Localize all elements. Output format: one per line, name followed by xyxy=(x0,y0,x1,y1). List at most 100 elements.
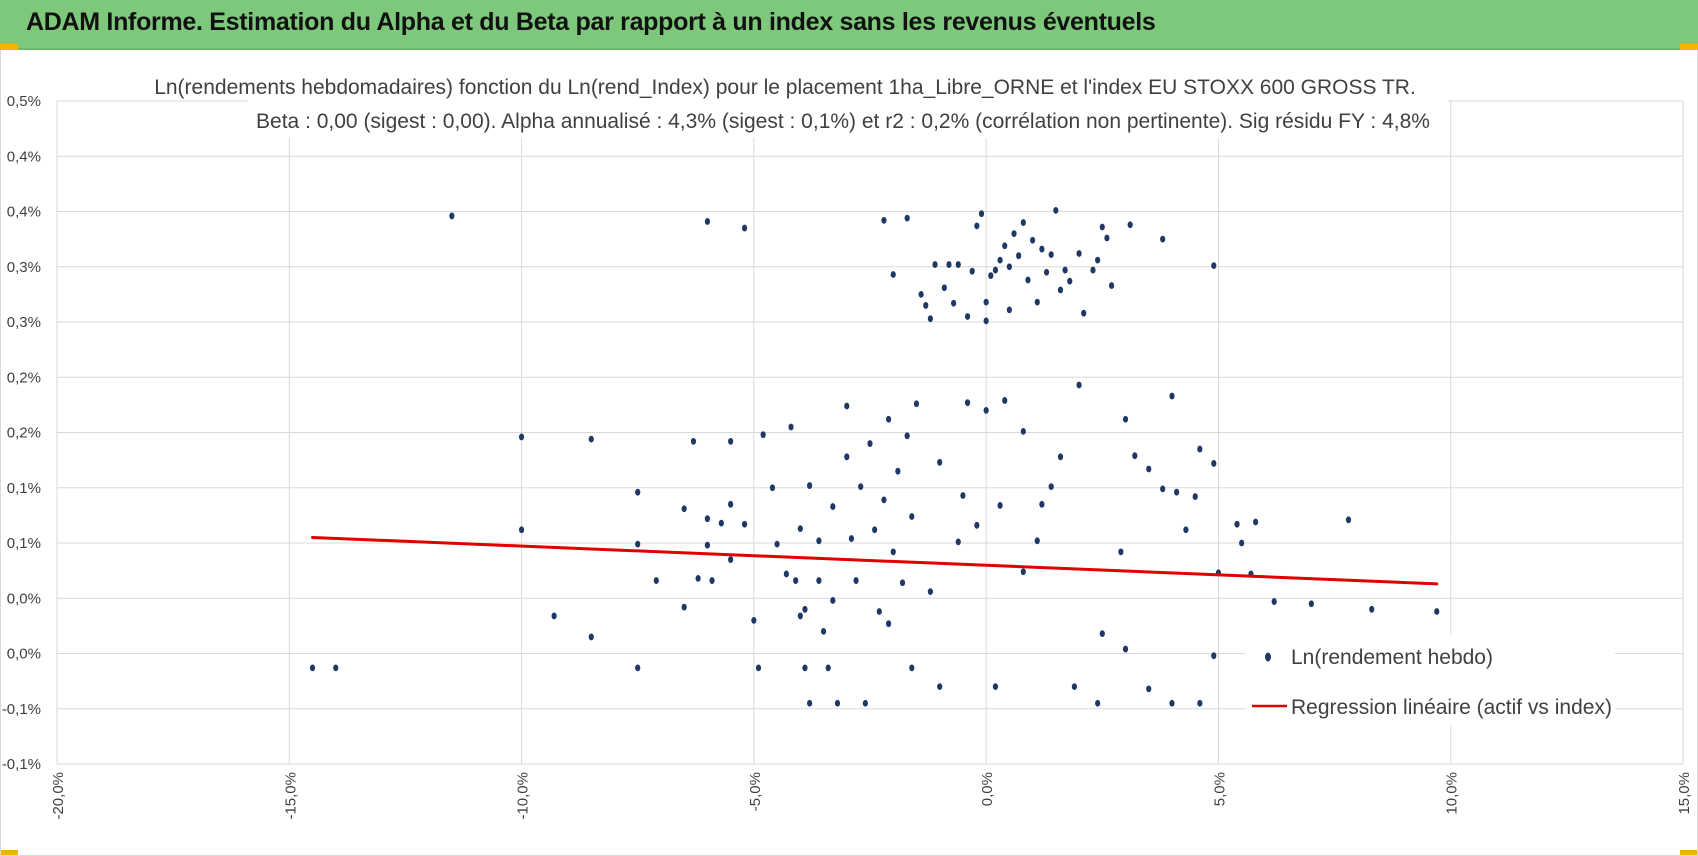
data-point xyxy=(816,577,822,584)
data-point xyxy=(978,210,985,218)
data-point xyxy=(1122,415,1129,423)
data-point xyxy=(918,290,924,298)
data-point xyxy=(1146,685,1152,693)
data-point xyxy=(635,540,641,548)
data-point xyxy=(588,633,594,641)
data-point xyxy=(681,603,687,611)
corner-marker xyxy=(1680,44,1698,50)
data-point xyxy=(551,612,557,620)
data-point xyxy=(681,505,687,513)
data-point xyxy=(1252,518,1259,526)
corner-marker xyxy=(0,44,18,50)
data-point xyxy=(848,535,855,542)
data-point xyxy=(904,432,910,440)
data-point xyxy=(1020,568,1026,576)
data-point xyxy=(709,577,715,584)
data-point xyxy=(1048,483,1054,491)
data-point xyxy=(1127,221,1133,229)
data-point xyxy=(1081,309,1087,317)
x-tick-label: 10,0% xyxy=(1444,772,1461,815)
data-point xyxy=(1146,465,1152,473)
data-point xyxy=(1197,445,1203,453)
data-point xyxy=(895,467,901,475)
data-point xyxy=(909,664,915,672)
data-point xyxy=(885,620,892,628)
data-point xyxy=(755,664,762,672)
data-point xyxy=(1104,234,1110,242)
data-point xyxy=(820,628,827,635)
data-point xyxy=(946,261,952,268)
data-point xyxy=(997,502,1003,509)
data-point xyxy=(1076,381,1082,389)
data-point xyxy=(1118,548,1124,556)
data-point xyxy=(1169,699,1175,707)
legend: Ln(rendement hebdo) Regression linéaire … xyxy=(1245,635,1615,725)
data-point xyxy=(802,605,808,613)
data-point xyxy=(955,261,961,268)
data-point xyxy=(1160,485,1166,493)
y-tick-label: 0,1% xyxy=(7,535,41,552)
data-point xyxy=(923,302,929,309)
data-point xyxy=(964,313,971,320)
data-point xyxy=(983,298,989,306)
data-point xyxy=(964,399,971,407)
x-tick-label: 5,0% xyxy=(1211,772,1228,806)
y-tick-label: 0,3% xyxy=(7,314,41,331)
data-point xyxy=(881,496,887,504)
y-tick-label: 0,4% xyxy=(7,148,41,165)
data-point xyxy=(899,579,906,587)
data-point xyxy=(1043,268,1050,276)
data-point xyxy=(1048,251,1054,258)
data-point xyxy=(844,453,850,461)
data-point xyxy=(1174,488,1180,496)
data-point xyxy=(1006,263,1012,271)
data-point xyxy=(718,519,724,527)
data-point xyxy=(1076,250,1082,257)
data-point xyxy=(635,664,641,672)
data-point xyxy=(988,272,994,279)
data-point xyxy=(728,500,734,508)
data-point xyxy=(1234,520,1240,528)
data-point xyxy=(872,526,878,534)
chart-title-line2: Beta : 0,00 (sigest : 0,00). Alpha annua… xyxy=(256,110,1430,133)
data-point xyxy=(1016,252,1022,260)
title-background xyxy=(248,70,1448,138)
legend-label-scatter: Ln(rendement hebdo) xyxy=(1291,646,1493,669)
y-tick-label: 0,2% xyxy=(7,369,41,386)
data-point xyxy=(1160,235,1166,243)
data-point xyxy=(690,437,697,445)
data-point xyxy=(788,423,794,431)
data-point xyxy=(807,482,813,489)
data-point xyxy=(518,433,525,441)
data-point xyxy=(830,597,836,604)
data-point xyxy=(867,440,873,447)
data-point xyxy=(1030,236,1036,244)
data-point xyxy=(704,541,711,549)
data-point xyxy=(876,608,882,615)
data-point xyxy=(969,267,975,275)
data-point xyxy=(909,513,915,520)
legend-background xyxy=(1245,635,1615,725)
data-point xyxy=(741,520,748,528)
data-point xyxy=(797,612,803,620)
data-point xyxy=(816,537,822,545)
grid-lines xyxy=(56,100,1684,765)
data-point xyxy=(844,402,850,410)
data-point xyxy=(1062,266,1068,274)
data-point xyxy=(769,484,776,492)
data-point xyxy=(1034,298,1040,306)
data-point xyxy=(951,299,957,307)
data-point xyxy=(449,212,455,220)
data-point xyxy=(1132,452,1138,460)
data-point xyxy=(1197,699,1203,707)
data-point xyxy=(937,683,943,691)
data-point xyxy=(1039,500,1045,508)
data-point xyxy=(760,431,766,439)
data-point xyxy=(751,616,757,624)
data-point xyxy=(904,214,910,222)
y-tick-label: 0,2% xyxy=(7,425,41,442)
data-point xyxy=(1434,608,1440,615)
data-point xyxy=(1025,276,1031,284)
data-point xyxy=(1239,539,1245,547)
